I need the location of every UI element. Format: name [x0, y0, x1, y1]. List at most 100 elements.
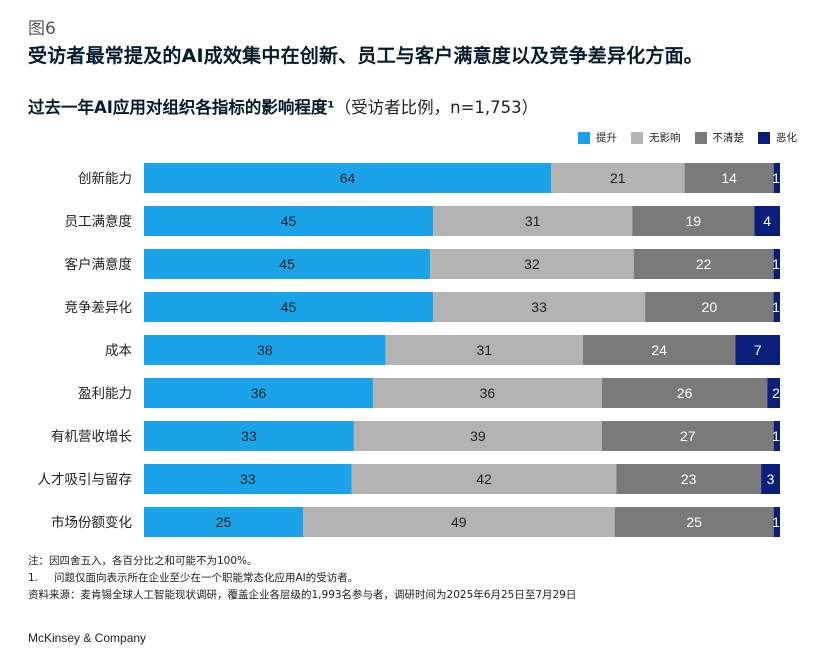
footnote-1: 1. 问题仅面向表示所在企业至少在一个职能常态化应用AI的受访者。	[28, 570, 576, 587]
figure-label: 图6	[28, 19, 56, 39]
footnote-text: 问题仅面向表示所在企业至少在一个职能常态化应用AI的受访者。	[54, 572, 359, 584]
data-label: 45	[281, 299, 297, 315]
legend-item: 无影响	[631, 130, 681, 145]
chart-title-main: 过去一年AI应用对组织各指标的影响程度¹	[28, 98, 335, 117]
bar-segment	[735, 335, 780, 365]
bar-segment	[632, 206, 755, 236]
footnote-number: 1.	[28, 572, 39, 584]
data-label: 2	[772, 385, 780, 401]
legend-swatch	[578, 131, 590, 144]
legend-swatch	[694, 131, 707, 144]
bar-segment	[773, 163, 780, 193]
data-label: 7	[754, 342, 762, 358]
data-label: 1	[772, 428, 780, 444]
chart-title-sub: （受访者比例，n=1,753）	[334, 98, 539, 117]
bar-segment	[767, 378, 780, 408]
data-label: 20	[702, 299, 718, 315]
bar-segment	[601, 378, 768, 408]
category-label: 有机营收增长	[51, 429, 132, 445]
data-label: 64	[340, 170, 356, 186]
source-note: 资料来源：麦肯锡全球人工智能现状调研，覆盖企业各层级的1,993名参与者，调研时…	[28, 589, 577, 601]
data-label: 27	[680, 428, 696, 444]
data-label: 33	[240, 471, 256, 487]
category-label: 竞争差异化	[65, 299, 133, 316]
legend-item: 提升	[578, 130, 617, 145]
data-label: 26	[677, 385, 693, 401]
bar-segment	[614, 507, 774, 537]
legend-label: 恶化	[776, 132, 797, 144]
legend-label: 不清楚	[712, 132, 745, 144]
chart-legend: 提升 无影响 不清楚 恶化	[578, 130, 797, 145]
category-label: 盈利能力	[78, 386, 132, 402]
chart-title: 过去一年AI应用对组织各指标的影响程度¹（受访者比例，n=1,753）	[28, 94, 538, 118]
data-label: 1	[772, 299, 780, 315]
data-label: 21	[610, 170, 626, 186]
data-label: 36	[480, 385, 496, 401]
rounding-note: 注：因四舍五入，各百分比之和可能不为100%。	[28, 555, 258, 567]
data-label: 4	[763, 213, 771, 229]
bar-segment	[303, 507, 615, 537]
bar-segment	[773, 249, 780, 279]
data-label: 45	[279, 256, 295, 272]
data-label: 49	[451, 514, 467, 530]
bar-segment	[353, 421, 602, 451]
data-label: 42	[476, 471, 492, 487]
data-label: 3	[767, 471, 775, 487]
bar-segment	[144, 335, 386, 365]
legend-label: 无影响	[649, 132, 681, 144]
data-label: 31	[476, 342, 492, 358]
bar-segment	[551, 163, 685, 193]
bar-segment	[144, 249, 431, 279]
headline: 受访者最常提及的AI成效集中在创新、员工与客户满意度以及竞争差异化方面。	[28, 45, 703, 67]
data-label: 39	[470, 428, 486, 444]
bar-segment	[616, 464, 762, 494]
legend-swatch	[758, 131, 770, 144]
bar-segment	[144, 378, 373, 408]
bar-segment	[144, 507, 303, 537]
bar-segment	[633, 249, 774, 279]
bar-segment	[144, 292, 434, 322]
category-label: 成本	[105, 343, 132, 359]
category-label: 创新能力	[78, 171, 132, 187]
legend-label: 提升	[596, 132, 617, 144]
bar-segment	[582, 335, 736, 365]
chart-notes: 注：因四舍五入，各百分比之和可能不为100%。 1. 问题仅面向表示所在企业至少在…	[28, 553, 576, 604]
category-label: 市场份额变化	[51, 514, 132, 531]
bar-segment	[773, 292, 780, 322]
legend-item: 恶化	[758, 130, 797, 145]
bar-segment	[754, 206, 780, 236]
data-label: 24	[651, 342, 667, 358]
bar-segment	[430, 249, 634, 279]
data-label: 23	[681, 471, 697, 487]
data-label: 32	[524, 256, 540, 272]
data-label: 22	[696, 256, 712, 272]
bar-segment	[144, 421, 354, 451]
bar-segment	[433, 292, 646, 322]
bar-segment	[351, 464, 617, 494]
data-label: 1	[772, 256, 780, 272]
legend-swatch	[631, 131, 643, 144]
legend-item: 不清楚	[694, 130, 745, 145]
bar-segment	[773, 507, 780, 537]
bar-segment	[601, 421, 774, 451]
bar-segment	[773, 421, 780, 451]
bar-segment	[144, 163, 552, 193]
data-label: 25	[686, 514, 702, 530]
data-label: 14	[721, 170, 737, 186]
data-label: 36	[251, 385, 267, 401]
bar-segment	[385, 335, 583, 365]
data-label: 33	[241, 428, 257, 444]
data-label: 38	[257, 342, 273, 358]
data-label: 45	[281, 213, 297, 229]
data-label: 1	[772, 514, 780, 530]
brand-name: McKinsey & Company	[28, 631, 147, 645]
category-label: 员工满意度	[65, 213, 133, 230]
data-label: 33	[531, 299, 547, 315]
category-label: 人才吸引与留存	[38, 472, 133, 488]
bar-segment	[645, 292, 774, 322]
bar-segment	[684, 163, 774, 193]
bar-segment	[372, 378, 602, 408]
data-label: 25	[216, 514, 232, 530]
bar-segment	[433, 206, 633, 236]
